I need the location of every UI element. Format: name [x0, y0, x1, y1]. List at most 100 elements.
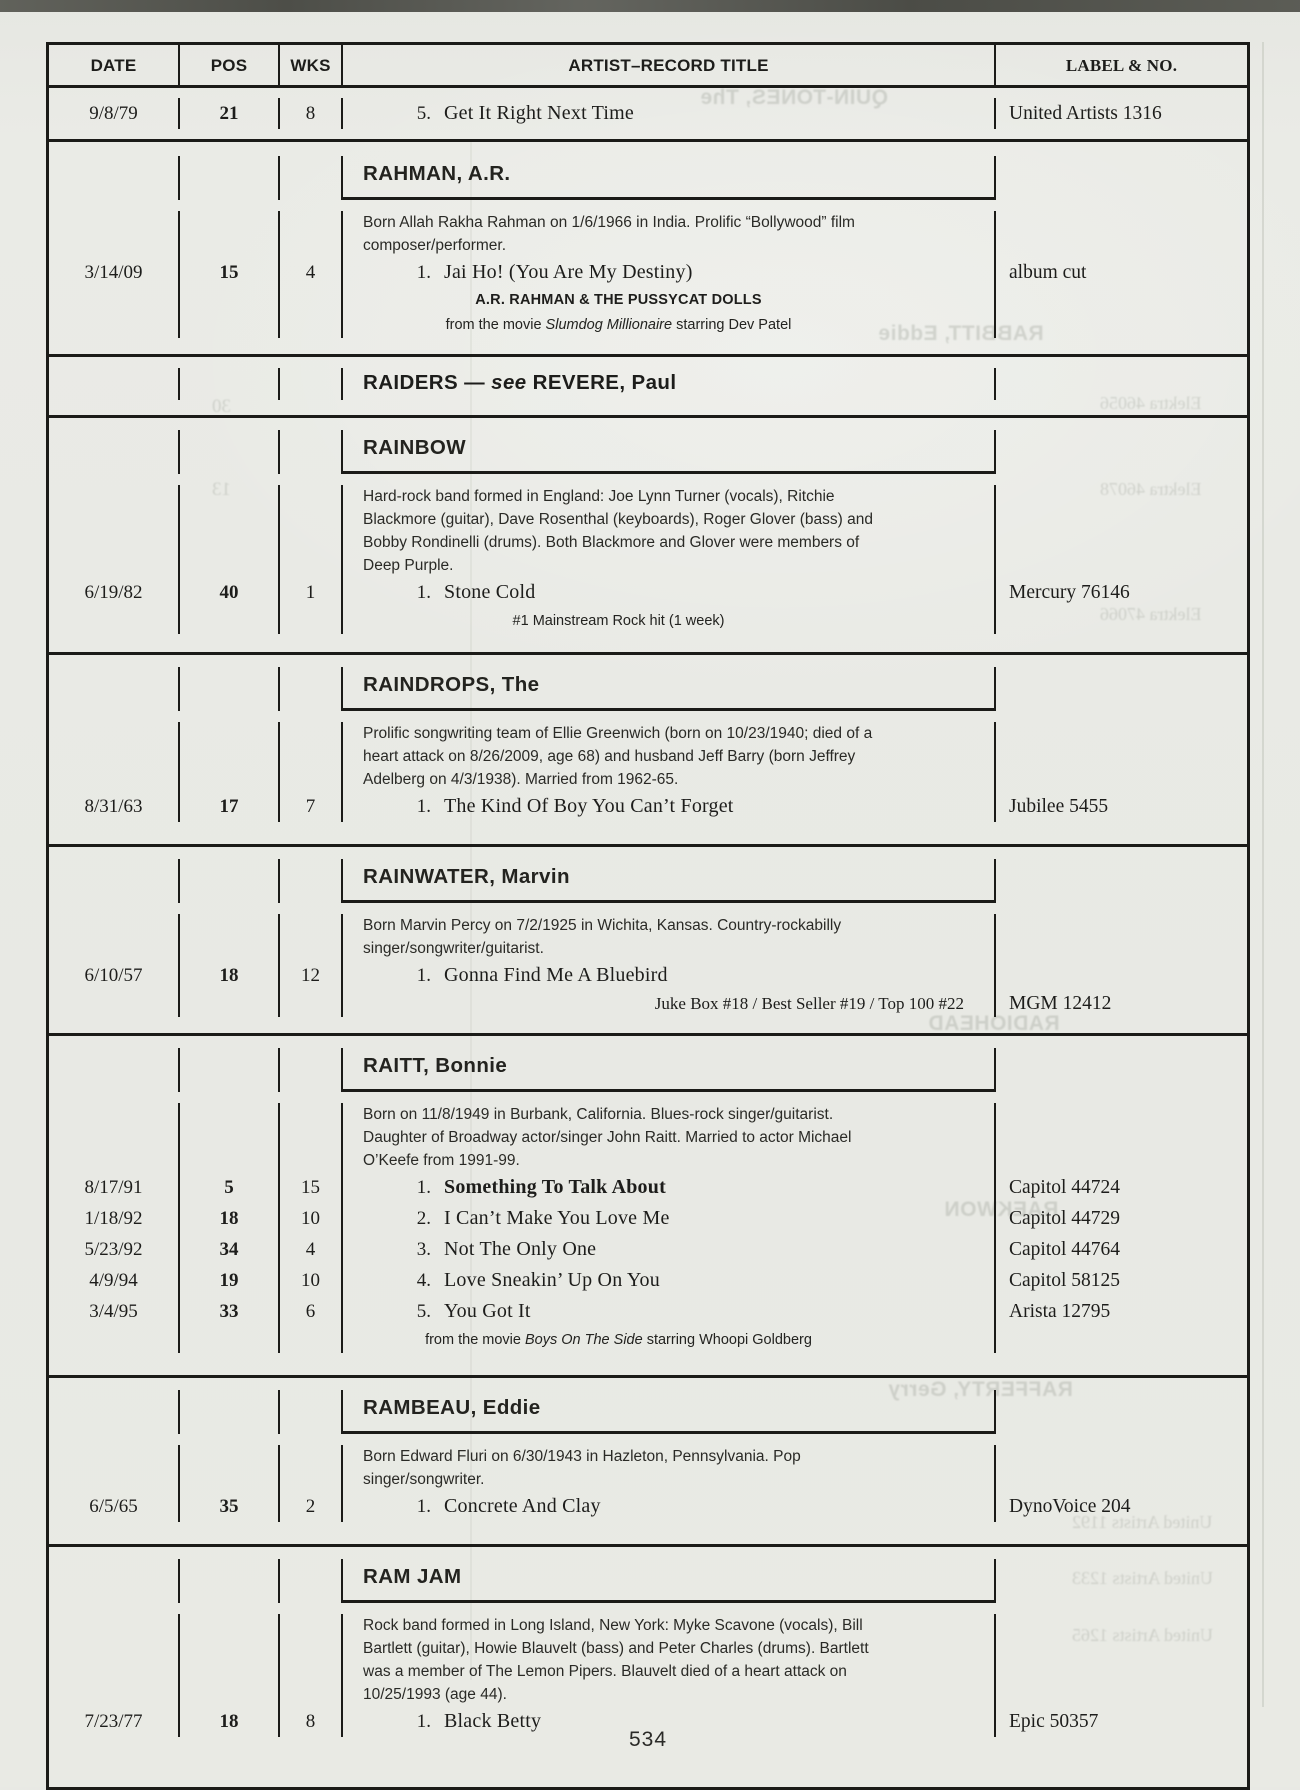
peak-position-cell [180, 1445, 280, 1491]
cross-reference-text: REVERE, Paul [526, 371, 677, 394]
date-cell [49, 1390, 180, 1434]
record-label: Jubilee 5455 [1009, 796, 1109, 817]
peak-position-cell [180, 430, 280, 474]
peak-position-cell [180, 991, 280, 1017]
artist-name: RAINDROPS, The [363, 673, 540, 696]
weeks-cell [280, 156, 343, 200]
weeks-cell [280, 667, 343, 711]
peak-position: 17 [180, 791, 280, 822]
date-text: 9/8/79 [49, 98, 180, 129]
weeks-charted: 7 [280, 791, 343, 822]
weeks-cell [280, 1614, 343, 1706]
title-cell: from the movie Boys On The Side starring… [343, 1327, 996, 1353]
peak-position: 35 [180, 1491, 280, 1522]
song-title: Jai Ho! (You Are My Destiny) [444, 261, 693, 283]
table-row: #1 Mainstream Rock hit (1 week) [49, 608, 1247, 634]
record-label: Capitol 44729 [1009, 1208, 1121, 1229]
column-header-date: DATE [49, 45, 180, 85]
peak-position-cell [180, 1614, 280, 1706]
weeks-charted: 4 [280, 257, 343, 288]
column-header-wks: WKS [280, 45, 343, 85]
title-cell: A.R. RAHMAN & THE PUSSYCAT DOLLS [343, 288, 996, 312]
date-cell [49, 288, 180, 312]
note-text: Slumdog Millionaire [545, 317, 673, 333]
table-row: RAMBEAU, Eddie [49, 1390, 1247, 1434]
peak-position: 40 [180, 577, 280, 608]
date-cell [49, 1445, 180, 1491]
peak-position-cell [180, 667, 280, 711]
artist-section: RAIDERS — see REVERE, Paul [49, 354, 1247, 415]
table-row: 3/4/95 33 6 5. You Got It Arista 12795 [49, 1296, 1247, 1327]
title-cell: Born on 11/8/1949 in Burbank, California… [343, 1103, 996, 1172]
peak-position: 34 [180, 1234, 280, 1265]
table-row: Rock band formed in Long Island, New Yor… [49, 1603, 1247, 1706]
song-title: Not The Only One [444, 1238, 597, 1260]
cross-reference-text: RAIDERS — [363, 371, 492, 394]
table-row: Hard-rock band formed in England: Joe Ly… [49, 474, 1247, 577]
table-row: 6/19/82 40 1 1. Stone Cold Mercury 76146 [49, 577, 1247, 608]
track-number: 1. [416, 796, 431, 817]
note-text: Boys On The Side [525, 1332, 643, 1348]
table-row: 8/31/63 17 7 1. The Kind Of Boy You Can’t Fo… [49, 791, 1247, 822]
song-title: Black Betty [444, 1710, 542, 1732]
label-cell: United Artists 1316 [996, 98, 1247, 129]
peak-position: 18 [180, 1706, 280, 1737]
title-cell: RAIDERS — see REVERE, Paul [343, 368, 996, 400]
weeks-charted: 15 [280, 1172, 343, 1203]
table-row: RAINWATER, Marvin [49, 859, 1247, 903]
label-cell: Jubilee 5455 [996, 791, 1247, 822]
title-cell: 1. Something To Talk About [343, 1172, 996, 1203]
song-title: The Kind Of Boy You Can’t Forget [444, 795, 734, 817]
weeks-cell [280, 1559, 343, 1603]
date-text: 6/10/57 [49, 960, 180, 991]
note-text: #1 Mainstream Rock hit (1 week) [512, 613, 725, 629]
date-text: 5/23/92 [49, 1234, 180, 1265]
ghost-table-line [470, 140, 472, 1680]
peak-position-cell [180, 1390, 280, 1434]
weeks-cell [280, 914, 343, 960]
weeks-cell [280, 211, 343, 257]
peak-position: 33 [180, 1296, 280, 1327]
title-cell: 1. Gonna Find Me A Bluebird [343, 960, 996, 991]
record-label: Capitol 44724 [1009, 1177, 1121, 1198]
weeks-cell [280, 1390, 343, 1434]
peak-position-cell [180, 608, 280, 634]
table-row: Born Edward Fluri on 6/30/1943 in Hazlet… [49, 1434, 1247, 1491]
peak-position: 18 [180, 1203, 280, 1234]
artist-section: RAMBEAU, Eddie Born Edward Fluri on 6/30/… [49, 1375, 1247, 1544]
weeks-cell [280, 430, 343, 474]
label-cell: Capitol 44729 [996, 1203, 1247, 1234]
artist-section: RAITT, Bonnie Born on 11/8/1949 in Burban… [49, 1033, 1247, 1375]
table-row: 6/5/65 35 2 1. Concrete And Clay DynoVoice 20… [49, 1491, 1247, 1522]
chart-table: DATE POS WKS ARTIST–RECORD TITLE LABEL &… [46, 42, 1250, 1790]
title-cell: 2. I Can’t Make You Love Me [343, 1203, 996, 1234]
table-row: RAM JAM [49, 1559, 1247, 1603]
date-cell [49, 1327, 180, 1353]
peak-position-cell [180, 1103, 280, 1172]
song-title: Get It Right Next Time [444, 102, 634, 124]
title-cell: RAMBEAU, Eddie [343, 1390, 996, 1434]
title-cell: 1. Black Betty [343, 1706, 996, 1737]
artist-credit: A.R. RAHMAN & THE PUSSYCAT DOLLS [475, 292, 762, 308]
peak-position-cell [180, 156, 280, 200]
peak-position-cell [180, 1559, 280, 1603]
artist-bio: Born Allah Rakha Rahman on 1/6/1966 in I… [363, 214, 855, 254]
weeks-charted: 4 [280, 1234, 343, 1265]
artist-section: RAINDROPS, The Prolific songwriting team … [49, 652, 1247, 844]
date-cell [49, 156, 180, 200]
track-number: 5. [416, 1301, 431, 1322]
title-cell: 1. Stone Cold [343, 577, 996, 608]
record-label: MGM 12412 [1009, 993, 1112, 1014]
table-row: RAIDERS — see REVERE, Paul [49, 364, 1247, 406]
column-header-label: LABEL & NO. [1065, 56, 1178, 75]
artist-bio: Prolific songwriting team of Ellie Green… [363, 725, 873, 788]
title-cell: 1. The Kind Of Boy You Can’t Forget [343, 791, 996, 822]
peak-position-cell [180, 312, 280, 338]
song-title: Gonna Find Me A Bluebird [444, 964, 668, 986]
song-title: Love Sneakin’ Up On You [444, 1269, 660, 1291]
song-title: Something To Talk About [444, 1176, 666, 1198]
record-label: Mercury 76146 [1009, 582, 1130, 603]
label-cell: DynoVoice 204 [996, 1491, 1247, 1522]
weeks-charted: 10 [280, 1265, 343, 1296]
weeks-cell [280, 608, 343, 634]
